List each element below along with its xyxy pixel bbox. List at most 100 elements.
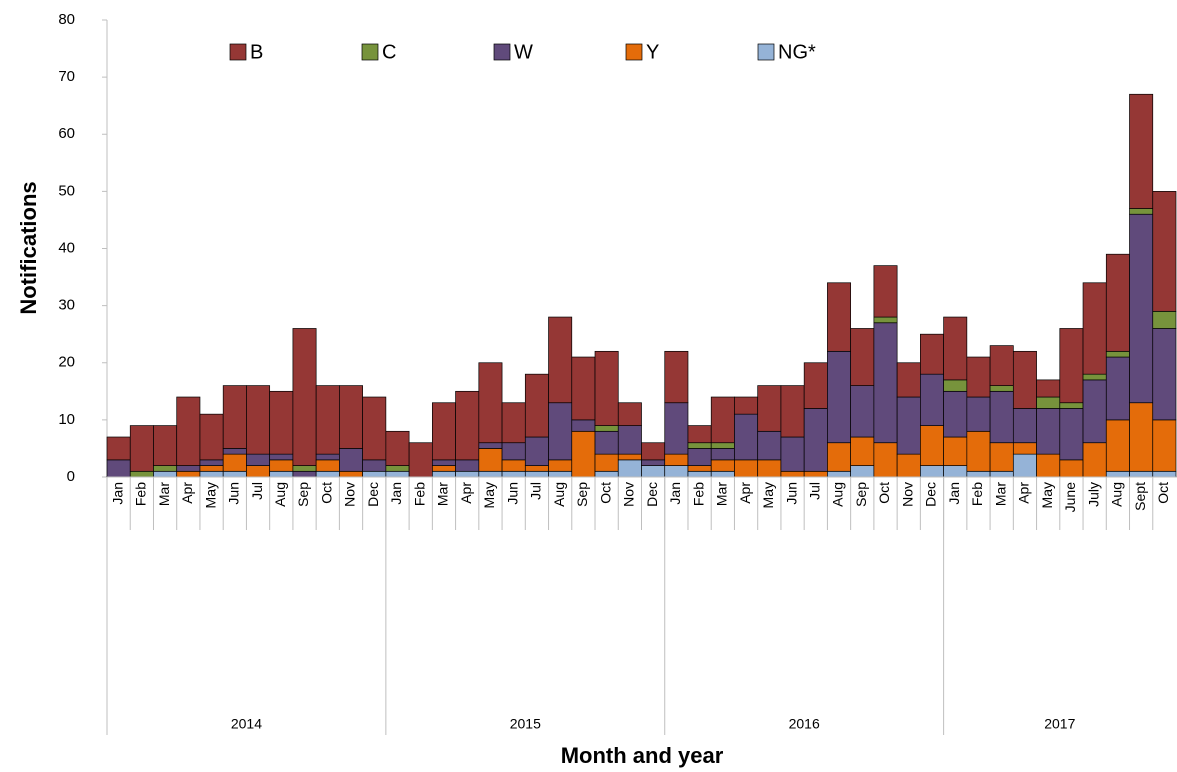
bar-segment — [687, 470, 712, 478]
bar-segment — [571, 419, 596, 432]
bar-segment — [431, 470, 456, 478]
x-tick-label: Mar — [156, 482, 172, 506]
bar-segment — [920, 425, 944, 466]
bar-segment — [594, 470, 619, 478]
bar-segment — [687, 465, 712, 472]
bar-segment — [455, 459, 480, 472]
bar-segment — [1082, 282, 1107, 375]
legend-swatch — [625, 43, 643, 61]
x-tick-label: Oct — [318, 482, 334, 504]
bar-segment — [1152, 328, 1177, 421]
bar-segment — [385, 465, 410, 472]
y-tick-label: 50 — [58, 182, 75, 199]
bar-segment — [1152, 310, 1177, 329]
bar-segment — [664, 465, 689, 478]
legend-label: B — [250, 41, 263, 63]
x-tick-label: Mar — [992, 482, 1008, 506]
bar-segment — [710, 442, 735, 449]
bar-segment — [850, 385, 875, 438]
legend-swatch — [757, 43, 775, 61]
bar-segment — [617, 453, 642, 461]
bar-segment — [641, 459, 666, 466]
bar-segment — [803, 470, 828, 478]
x-tick-label: Feb — [969, 482, 985, 506]
x-tick-label: May — [760, 482, 776, 508]
bar-segment — [803, 408, 828, 472]
bar-segment — [989, 442, 1014, 472]
x-tick-label: May — [202, 482, 218, 508]
bar-segment — [106, 436, 131, 461]
bar-segment — [664, 402, 689, 455]
bar-segment — [269, 470, 294, 478]
bar-segment — [1105, 419, 1130, 472]
bar-segment — [571, 356, 596, 421]
bar-segment — [455, 390, 480, 461]
bar-segment — [827, 350, 852, 444]
bar-segment — [989, 385, 1014, 392]
x-tick-label: Nov — [899, 482, 915, 507]
bar-segment — [548, 316, 573, 404]
y-tick-label: 20 — [58, 354, 75, 371]
bar-segment — [246, 453, 271, 466]
x-tick-label: Dec — [923, 482, 939, 507]
bar-segment — [594, 350, 619, 426]
x-tick-label: Jan — [388, 482, 404, 505]
bar-segment — [803, 362, 828, 409]
bar-segment — [1012, 408, 1037, 444]
x-tick-label: Aug — [272, 482, 288, 507]
bar-segment — [943, 390, 968, 438]
bar-segment — [827, 442, 852, 472]
bar-segment — [594, 425, 619, 432]
x-tick-label: Jul — [806, 482, 822, 500]
x-tick-label: Apr — [1016, 482, 1032, 504]
bar-segment — [873, 322, 898, 444]
bar-segment — [1036, 453, 1061, 478]
bar-segment — [269, 453, 294, 461]
bar-segment — [292, 470, 317, 478]
bar-segment — [1082, 442, 1107, 478]
bar-segment — [478, 448, 503, 472]
bar-segment — [734, 396, 759, 415]
bar-segment — [1105, 350, 1130, 358]
bar-segment — [1152, 191, 1177, 312]
bar-segment — [1082, 373, 1107, 381]
bar-segment — [1129, 93, 1154, 209]
bar-segment — [1105, 253, 1130, 352]
bar-segment — [524, 465, 549, 472]
bar-segment — [524, 373, 549, 438]
bar-segment — [1059, 459, 1084, 478]
bar-segment — [1036, 408, 1061, 455]
bar-segment — [315, 470, 340, 478]
x-tick-label: Dec — [365, 482, 381, 507]
x-tick-label: Jul — [249, 482, 265, 500]
bar-segment — [548, 402, 573, 461]
bar-segment — [1012, 453, 1037, 478]
bar-segment — [269, 390, 294, 455]
bar-segment — [896, 396, 921, 455]
bar-segment — [246, 465, 271, 478]
bar-segment — [873, 265, 898, 318]
bar-segment — [1059, 402, 1084, 409]
bar-segment — [1129, 213, 1154, 404]
x-tick-label: Feb — [690, 482, 706, 506]
group-label: 2014 — [231, 716, 262, 732]
bar-segment — [362, 470, 387, 478]
bar-segment — [827, 470, 852, 478]
bar-segment — [966, 430, 991, 472]
bar-segment — [1012, 350, 1037, 409]
bar-segment — [896, 362, 921, 398]
legend-label: NG* — [778, 41, 816, 63]
bar-segment — [1105, 356, 1130, 421]
bar-segment — [641, 465, 666, 478]
bar-segment — [757, 430, 782, 461]
x-tick-label: Feb — [133, 482, 149, 506]
bar-segment — [966, 470, 991, 478]
bar-segment — [455, 470, 480, 478]
bar-segment — [385, 430, 410, 466]
x-tick-label: Aug — [1109, 482, 1125, 507]
bar-segment — [989, 470, 1014, 478]
x-tick-label: Sep — [295, 482, 311, 507]
bar-segment — [222, 453, 247, 472]
x-tick-label: Dec — [644, 482, 660, 507]
